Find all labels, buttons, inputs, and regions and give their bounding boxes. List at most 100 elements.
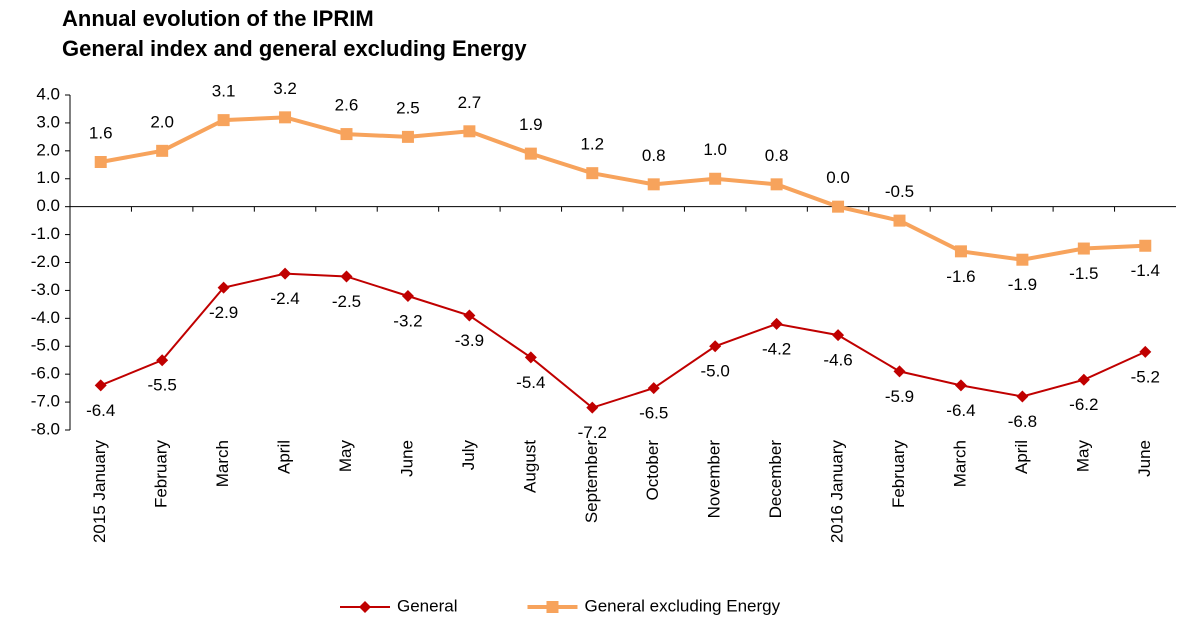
data-label: -1.4 xyxy=(1131,261,1160,280)
data-label: -4.6 xyxy=(823,351,852,370)
point xyxy=(586,167,599,180)
data-label: 2.0 xyxy=(150,112,174,131)
y-tick-label: 3.0 xyxy=(36,112,60,131)
point xyxy=(647,382,660,395)
data-label: -1.6 xyxy=(946,267,975,286)
point xyxy=(709,340,722,353)
point xyxy=(1077,242,1090,255)
data-label: 3.1 xyxy=(212,82,236,101)
y-tick-label: -6.0 xyxy=(31,364,60,383)
x-tick-label: November xyxy=(705,440,724,519)
x-tick-label: August xyxy=(520,440,539,493)
point xyxy=(279,267,292,280)
data-label: -5.0 xyxy=(701,362,730,381)
chart-subtitle: General index and general excluding Ener… xyxy=(62,36,527,61)
y-tick-label: 0.0 xyxy=(36,196,60,215)
point xyxy=(217,281,230,294)
y-tick-label: 2.0 xyxy=(36,140,60,159)
data-label: 0.8 xyxy=(642,146,666,165)
point xyxy=(1139,239,1152,252)
legend-marker xyxy=(546,601,559,613)
data-label: 2.5 xyxy=(396,98,420,117)
x-tick-label: June xyxy=(1135,440,1154,477)
point xyxy=(340,128,353,141)
point xyxy=(94,379,107,392)
point xyxy=(770,317,783,330)
x-tick-label: April xyxy=(1012,440,1031,474)
point xyxy=(463,125,476,138)
data-label: -4.2 xyxy=(762,339,791,358)
point xyxy=(1016,390,1029,403)
point xyxy=(156,354,169,367)
point xyxy=(156,144,169,157)
legend-label: General xyxy=(397,596,457,615)
point xyxy=(1077,373,1090,386)
y-tick-label: -3.0 xyxy=(31,280,60,299)
y-tick-label: -4.0 xyxy=(31,308,60,327)
y-tick-label: -1.0 xyxy=(31,224,60,243)
point xyxy=(954,245,967,258)
data-label: -5.4 xyxy=(516,373,545,392)
x-tick-label: October xyxy=(643,440,662,501)
y-tick-label: -8.0 xyxy=(31,419,60,438)
x-tick-label: September xyxy=(582,440,601,523)
point xyxy=(94,156,107,168)
x-tick-label: 2015 January xyxy=(90,440,109,544)
point xyxy=(586,401,599,414)
data-label: -3.2 xyxy=(393,311,422,330)
point xyxy=(524,147,537,160)
x-tick-label: March xyxy=(950,440,969,487)
point xyxy=(463,309,476,322)
data-label: 1.2 xyxy=(580,135,604,154)
legend-label: General excluding Energy xyxy=(584,596,780,615)
data-label: 1.6 xyxy=(89,123,113,142)
data-label: 0.8 xyxy=(765,146,789,165)
point xyxy=(401,130,414,143)
data-label: -1.5 xyxy=(1069,264,1098,283)
x-tick-label: February xyxy=(889,440,908,509)
point xyxy=(217,114,230,127)
x-tick-label: May xyxy=(336,440,355,473)
point xyxy=(709,172,722,185)
legend-marker xyxy=(359,601,371,613)
data-label: -3.9 xyxy=(455,331,484,350)
x-tick-label: December xyxy=(766,440,785,519)
data-label: 2.7 xyxy=(458,93,482,112)
point xyxy=(893,214,906,227)
data-label: -5.2 xyxy=(1131,367,1160,386)
data-label: -0.5 xyxy=(885,182,914,201)
point xyxy=(954,379,967,392)
data-label: 1.9 xyxy=(519,115,543,134)
data-label: -5.9 xyxy=(885,387,914,406)
series-line xyxy=(100,115,1146,262)
x-tick-label: 2016 January xyxy=(828,440,847,544)
y-tick-label: 4.0 xyxy=(36,84,60,103)
data-label: -6.4 xyxy=(946,401,975,420)
y-tick-label: -7.0 xyxy=(31,392,60,411)
point xyxy=(524,351,537,364)
data-label: 0.0 xyxy=(826,168,850,187)
point xyxy=(1016,253,1029,266)
data-label: -2.9 xyxy=(209,303,238,322)
data-label: -6.4 xyxy=(86,401,115,420)
point xyxy=(401,290,414,302)
y-tick-label: 1.0 xyxy=(36,168,60,187)
point xyxy=(893,365,906,378)
data-label: -7.2 xyxy=(578,423,607,442)
x-tick-label: June xyxy=(397,440,416,477)
chart-title: Annual evolution of the IPRIM xyxy=(62,6,374,31)
data-label: 3.2 xyxy=(273,79,297,98)
point xyxy=(832,200,845,213)
x-tick-label: March xyxy=(213,440,232,487)
data-label: 1.0 xyxy=(703,140,727,159)
series-line xyxy=(100,272,1146,409)
x-tick-label: July xyxy=(459,440,478,471)
x-tick-label: February xyxy=(152,440,171,509)
point xyxy=(647,178,660,191)
point xyxy=(832,329,845,342)
data-label: 2.6 xyxy=(335,96,359,115)
point xyxy=(340,270,353,283)
data-label: -6.2 xyxy=(1069,395,1098,414)
data-label: -2.4 xyxy=(270,289,299,308)
